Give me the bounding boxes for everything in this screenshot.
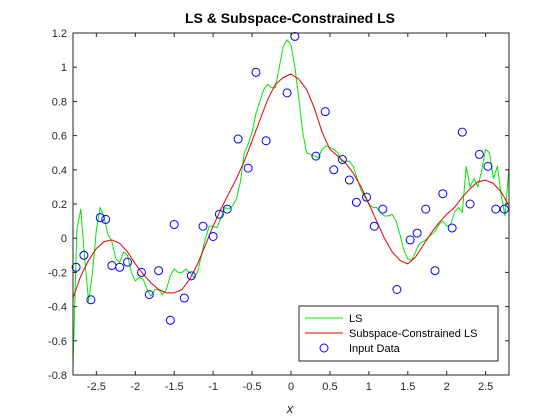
subspace-constrained-ls-series-line xyxy=(72,73,510,299)
input-data-point xyxy=(137,267,147,277)
y-tick-label: 0.6 xyxy=(52,131,67,143)
input-data-point xyxy=(86,295,96,305)
input-data-point xyxy=(499,204,509,214)
input-data-point xyxy=(457,127,467,137)
x-tick-label: -2 xyxy=(130,381,140,393)
input-data-point xyxy=(95,213,105,223)
x-tick-label: 1 xyxy=(366,381,372,393)
x-tick-label: 1.5 xyxy=(400,381,415,393)
y-axis: -0.8 -0.6 -0.4 -0.2 0 0.2 0.4 0.6 0.8 1 1.2 xyxy=(48,28,509,382)
y-tick-label: 1 xyxy=(61,62,67,74)
input-data-point xyxy=(261,136,271,146)
input-data-point xyxy=(71,262,81,272)
x-tick-label: -0.5 xyxy=(243,381,262,393)
y-tick-label: -0.4 xyxy=(48,302,67,314)
legend-constrained-label: Subspace-Constrained LS xyxy=(349,328,477,340)
x-tick-label: 0 xyxy=(288,381,294,393)
legend-ls-label: LS xyxy=(349,313,362,325)
input-data-point xyxy=(438,189,448,199)
input-data-point xyxy=(144,290,154,300)
input-data-point xyxy=(344,175,354,185)
input-data-point xyxy=(320,107,330,117)
y-tick-label: 0.2 xyxy=(52,199,67,211)
x-tick-label: 0.5 xyxy=(322,381,337,393)
input-data-point xyxy=(214,209,224,219)
input-data-point xyxy=(491,204,501,214)
input-data-point xyxy=(483,161,493,171)
y-tick-label: 1.2 xyxy=(52,28,67,40)
legend-input-data-marker xyxy=(319,343,329,353)
input-data-point xyxy=(198,221,208,231)
input-data-point xyxy=(430,266,440,276)
y-tick-label: -0.6 xyxy=(48,336,67,348)
input-data-point xyxy=(412,228,422,238)
x-tick-label: 2.5 xyxy=(478,381,493,393)
x-tick-label: -2.5 xyxy=(87,381,106,393)
input-data-point xyxy=(362,192,372,202)
input-data-point xyxy=(282,88,292,98)
input-data-point xyxy=(405,235,415,245)
input-data-point xyxy=(392,285,402,294)
x-axis-title: x xyxy=(286,401,294,416)
input-data-point xyxy=(123,257,132,267)
x-tick-label: 2 xyxy=(444,381,450,393)
input-data-point xyxy=(465,199,475,209)
input-data-point xyxy=(115,262,125,272)
input-data-point xyxy=(421,204,431,214)
x-tick-label: -1.5 xyxy=(165,381,184,393)
y-tick-label: 0.8 xyxy=(52,96,67,108)
series-lines xyxy=(72,39,510,367)
input-data-point xyxy=(179,293,189,303)
input-data-point xyxy=(186,271,196,281)
input-data-point xyxy=(337,155,347,165)
chart-title: LS & Subspace-Constrained LS xyxy=(185,10,395,26)
input-data-point xyxy=(222,204,232,214)
x-tick-label: -1 xyxy=(208,381,218,393)
input-data-point xyxy=(208,231,218,241)
input-data-point xyxy=(329,165,339,175)
ls-series-line xyxy=(72,39,510,367)
legend-input-data-label: Input Data xyxy=(349,343,401,355)
input-data-point xyxy=(165,315,175,325)
input-data-point xyxy=(369,221,379,231)
y-tick-label: -0.8 xyxy=(48,370,67,382)
input-data-point xyxy=(311,151,321,161)
input-data-point xyxy=(169,220,179,230)
input-data-point xyxy=(79,250,89,260)
legend: LS Subspace-Constrained LS Input Data xyxy=(298,305,499,362)
input-data-point xyxy=(378,204,388,214)
input-data-point xyxy=(351,197,361,207)
input-data-point xyxy=(243,163,253,173)
input-data-point xyxy=(154,266,164,276)
y-tick-label: -0.2 xyxy=(48,267,67,279)
input-data-point xyxy=(101,214,111,224)
y-tick-label: 0.4 xyxy=(52,165,67,177)
y-tick-label: 0 xyxy=(61,233,67,245)
series-points xyxy=(71,31,509,325)
input-data-point xyxy=(474,149,484,159)
input-data-point xyxy=(233,134,243,144)
x-axis: -2.5 -2 -1.5 -1 -0.5 0 0.5 1 1.5 2 2.5 xyxy=(87,33,493,393)
input-data-point xyxy=(447,223,457,233)
input-data-point xyxy=(251,67,261,77)
